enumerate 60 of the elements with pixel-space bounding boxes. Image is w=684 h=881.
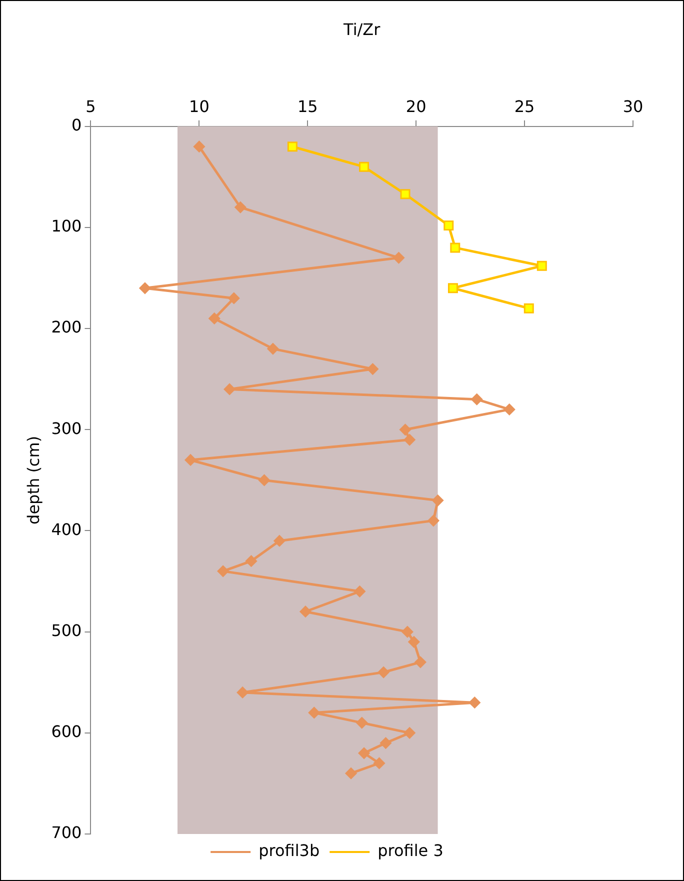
point <box>432 494 444 506</box>
y-axis-title: depth (cm) <box>24 436 43 524</box>
point <box>228 292 240 304</box>
point <box>404 434 416 446</box>
point <box>378 666 390 678</box>
point <box>400 424 411 436</box>
point <box>471 394 483 406</box>
point <box>236 686 248 698</box>
point <box>408 636 420 648</box>
y-tick-label: 200 <box>51 318 82 337</box>
x-tick-label: 20 <box>406 96 426 116</box>
point <box>217 565 229 577</box>
point <box>300 606 312 618</box>
point <box>366 363 378 375</box>
point <box>234 202 246 214</box>
x-axis-title: Ti/Zr <box>342 20 381 39</box>
point <box>468 696 480 708</box>
x-tick-label: 15 <box>297 96 318 116</box>
y-tick-label: 700 <box>51 823 82 842</box>
point <box>139 282 151 294</box>
point <box>267 343 279 355</box>
point <box>400 189 410 200</box>
point <box>258 474 270 486</box>
point <box>448 283 458 294</box>
point <box>504 404 516 416</box>
point <box>373 757 385 769</box>
point <box>524 303 534 314</box>
point <box>444 220 454 230</box>
point <box>380 737 392 749</box>
point <box>345 768 357 780</box>
point <box>308 706 320 718</box>
point <box>193 140 205 152</box>
point <box>354 586 366 598</box>
x-tick-label: 10 <box>189 96 210 116</box>
y-tick-label: 0 <box>72 116 82 135</box>
point <box>450 242 460 253</box>
point <box>287 142 298 152</box>
point <box>402 626 414 638</box>
point <box>246 555 257 567</box>
x-tick-label: 30 <box>622 96 644 116</box>
point <box>536 260 547 271</box>
point <box>404 727 416 739</box>
point <box>414 656 426 668</box>
x-tick-label: 5 <box>86 96 96 116</box>
point <box>274 535 286 547</box>
y-tick-label: 500 <box>51 620 82 640</box>
y-tick-label: 300 <box>51 418 82 438</box>
point <box>428 514 440 526</box>
y-tick-label: 100 <box>51 216 82 236</box>
y-tick-label: 400 <box>51 520 82 539</box>
legend-label: profil3b <box>258 841 320 860</box>
point <box>224 383 236 395</box>
point <box>356 717 368 729</box>
y-tick-label: 600 <box>51 722 82 742</box>
point <box>208 312 220 324</box>
point <box>359 162 370 172</box>
point <box>184 454 196 466</box>
x-tick-label: 25 <box>514 96 535 116</box>
legend-label: profile 3 <box>378 841 444 860</box>
point <box>358 747 370 759</box>
